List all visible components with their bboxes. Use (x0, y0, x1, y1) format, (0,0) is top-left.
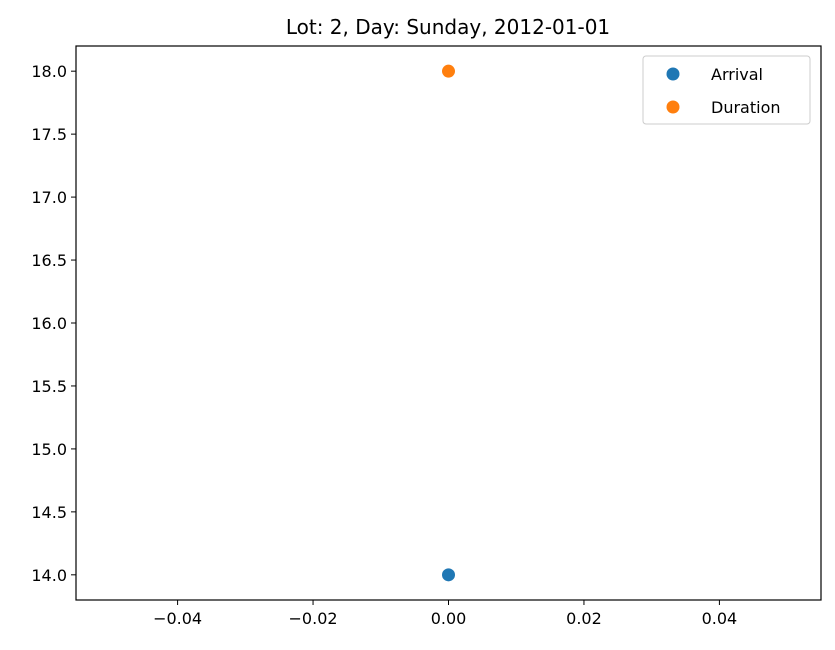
y-tick-label: 15.0 (31, 440, 67, 459)
duration-point (442, 64, 455, 78)
legend: Arrival Duration (642, 55, 811, 125)
x-tick-label: 0.00 (431, 609, 467, 628)
legend-label-arrival: Arrival (711, 65, 763, 84)
legend-frame (642, 55, 811, 125)
x-tick-label: 0.04 (702, 609, 738, 628)
y-tick-label: 17.0 (31, 188, 67, 207)
y-tick-label: 16.0 (31, 314, 67, 333)
x-tick-label: −0.02 (289, 609, 338, 628)
x-tick-label: −0.04 (153, 609, 202, 628)
y-tick-label: 14.0 (31, 566, 67, 585)
legend-marker-arrival (666, 67, 680, 81)
chart-title: Lot: 2, Day: Sunday, 2012-01-01 (286, 15, 610, 39)
y-tick-label: 15.5 (31, 377, 67, 396)
legend-label-duration: Duration (711, 98, 781, 117)
y-tick-label: 16.5 (31, 251, 67, 270)
axis-ticks: −0.04 −0.02 0.00 0.02 0.04 14.0 14.5 15.0 15.5 16… (31, 62, 737, 628)
y-tick-label: 17.5 (31, 125, 67, 144)
x-tick-label: 0.02 (566, 609, 602, 628)
legend-marker-duration (666, 100, 680, 114)
data-points (442, 64, 455, 582)
y-tick-label: 14.5 (31, 503, 67, 522)
y-tick-label: 18.0 (31, 62, 67, 81)
arrival-point (442, 568, 455, 582)
plot-frame (75, 45, 822, 601)
